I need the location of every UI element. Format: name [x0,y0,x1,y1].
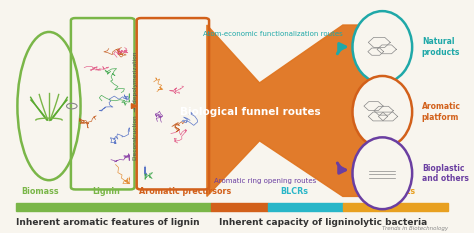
Text: Biological funnel routes: Biological funnel routes [181,107,321,117]
FancyArrowPatch shape [337,163,346,173]
Text: Aromatic precursors: Aromatic precursors [139,187,231,196]
Ellipse shape [353,76,412,148]
Text: Aromatic ring opening routes: Aromatic ring opening routes [214,178,316,184]
Ellipse shape [353,11,412,83]
Polygon shape [207,25,393,196]
Bar [211,203,268,212]
Ellipse shape [353,137,412,209]
Text: Bioplastic
and others: Bioplastic and others [422,164,469,183]
Text: Trends in Biotechnology: Trends in Biotechnology [382,226,448,231]
Text: Inherent aromatic features of lignin: Inherent aromatic features of lignin [17,218,200,227]
Text: Biomass: Biomass [21,187,59,196]
Bar [343,203,448,212]
Text: Atom-economic functionalization routes: Atom-economic functionalization routes [203,31,343,37]
Text: Inherent capacity of ligninolytic bacteria: Inherent capacity of ligninolytic bacter… [219,218,427,227]
Text: BLCRs: BLCRs [281,187,309,196]
Text: Deconstruction  →  depolymerization: Deconstruction → depolymerization [133,52,138,160]
Text: Products: Products [375,187,416,196]
Bar [268,203,343,212]
Text: Natural
products: Natural products [422,37,460,57]
Bar [16,203,211,212]
Text: Lignin: Lignin [92,187,120,196]
Text: Aromatic
platform: Aromatic platform [422,102,461,122]
FancyArrowPatch shape [337,44,346,54]
